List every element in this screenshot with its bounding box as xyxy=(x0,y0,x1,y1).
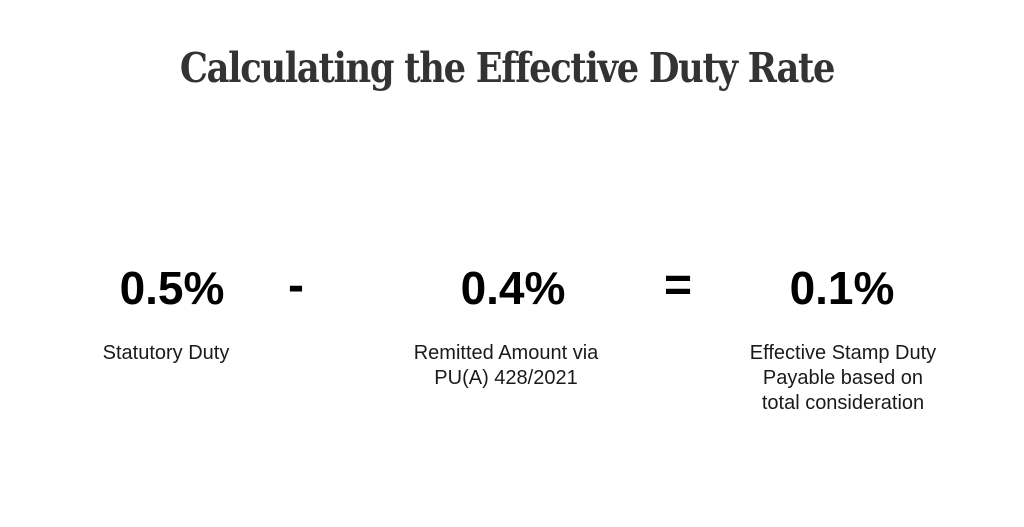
statutory-duty-label: Statutory Duty xyxy=(102,342,230,364)
effective-stamp-duty-label: Effective Stamp Duty Payable based on to… xyxy=(749,342,937,414)
remitted-amount-label: Remitted Amount via PU(A) 428/2021 xyxy=(413,342,599,389)
equals-operator: = xyxy=(663,259,693,312)
effective-rate-value: 0.1% xyxy=(789,262,895,314)
remitted-amount-value: 0.4% xyxy=(460,262,566,314)
page-title: Calculating the Effective Duty Rate xyxy=(179,44,836,92)
minus-operator: - xyxy=(288,259,304,312)
statutory-duty-value: 0.5% xyxy=(119,262,225,314)
